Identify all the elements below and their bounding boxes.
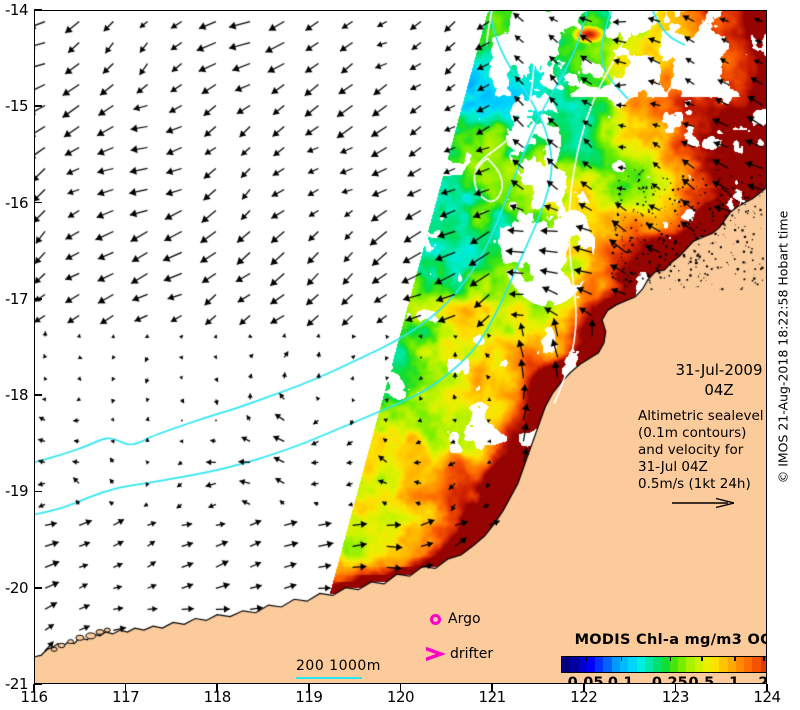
- colorbar-swatch: [719, 657, 728, 672]
- colorbar-swatch: [735, 657, 745, 672]
- colorbar-tick-label: 1: [729, 675, 740, 684]
- map-plot-area[interactable]: 31-Jul-2009 04Z Altimetric sealevel (0.1…: [34, 10, 767, 684]
- colorbar-gradient: [561, 656, 767, 673]
- bathymetry-key-label: 200 1000m: [296, 658, 381, 674]
- colorbar-swatch: [711, 657, 720, 672]
- x-axis-tick: [308, 684, 310, 692]
- x-axis-tick: [33, 684, 35, 692]
- x-axis-tick-label: 124: [753, 688, 781, 706]
- y-axis-tick-label: -14: [5, 1, 29, 19]
- x-axis-tick: [399, 684, 402, 692]
- y-axis-tick-label: -19: [5, 482, 29, 501]
- reference-velocity-arrow-icon: [672, 497, 734, 509]
- x-axis-tick-label: 118: [203, 688, 232, 706]
- y-axis-tick: [34, 490, 42, 493]
- y-axis-tick-label: -15: [5, 97, 29, 116]
- x-axis-tick-label: 123: [661, 688, 690, 706]
- colorbar-tick: [669, 656, 672, 661]
- annotation-date: 31-Jul-2009 04Z: [634, 360, 767, 400]
- colorbar-tick-label: 2: [758, 675, 767, 684]
- legend-drifter-label: drifter: [450, 646, 494, 662]
- colorbar-tick: [620, 656, 623, 661]
- y-axis-tick: [34, 586, 42, 589]
- colorbar-swatch: [562, 657, 571, 672]
- drifter-arrow-icon: [426, 646, 446, 662]
- annotation-body-line1: Altimetric sealevel: [638, 408, 764, 424]
- colorbar-swatch: [570, 657, 579, 672]
- colorbar-swatch: [611, 657, 620, 672]
- colorbar-swatch: [653, 657, 662, 672]
- y-axis-tick-label: -21: [5, 675, 29, 693]
- x-axis-tick-label: 116: [20, 688, 48, 706]
- colorbar-tick: [734, 656, 736, 661]
- annotation-body-line4: 31-Jul 04Z: [638, 459, 708, 475]
- y-axis-tick: [34, 105, 42, 108]
- colorbar-swatch: [760, 657, 767, 672]
- credit-text: © IMOS 21-Aug-2018 18:22:58 Hobart time: [772, 10, 794, 684]
- x-axis-tick: [766, 684, 768, 692]
- y-axis-tick-label: -20: [5, 578, 29, 597]
- colorbar-swatch: [619, 657, 629, 672]
- colorbar-swatch: [744, 657, 753, 672]
- x-axis-tick-label: 121: [478, 688, 507, 706]
- annotation-date-line2: 04Z: [704, 381, 734, 399]
- x-axis-tick-label: 119: [295, 688, 323, 706]
- x-axis-tick: [216, 684, 219, 692]
- colorbar-swatch: [578, 657, 587, 672]
- colorbar-tick-label: 0.1: [607, 675, 634, 684]
- annotation-body-line5: 0.5m/s (1kt 24h): [638, 476, 751, 492]
- legend-argo: Argo: [430, 611, 481, 627]
- bathymetry-key-line: [296, 677, 362, 679]
- colorbar-tick: [585, 656, 587, 661]
- y-axis-tick: [34, 9, 42, 11]
- colorbar-swatch: [669, 657, 678, 672]
- x-axis-tick-label: 117: [112, 688, 140, 706]
- colorbar-tick: [763, 656, 765, 661]
- colorbar-swatch: [661, 657, 670, 672]
- x-axis-tick: [582, 684, 585, 692]
- colorbar-swatch: [694, 657, 703, 672]
- y-axis-tick: [34, 683, 42, 685]
- colorbar-swatch: [702, 657, 712, 672]
- colorbar-title: MODIS Chl-a mg/m3 OC3: [574, 632, 767, 648]
- annotation-body-line2: (0.1m contours): [638, 425, 747, 441]
- colorbar-swatch: [677, 657, 687, 672]
- annotation-body-line3: and velocity for: [638, 442, 744, 458]
- x-axis-tick-label: 120: [386, 688, 415, 706]
- colorbar-swatch: [595, 657, 604, 672]
- y-axis-tick: [34, 298, 42, 300]
- colorbar-swatch: [686, 657, 695, 672]
- x-axis-tick: [124, 684, 127, 692]
- colorbar-tick: [701, 656, 703, 661]
- y-axis-tick: [34, 201, 42, 204]
- y-axis-tick-label: -17: [5, 289, 29, 308]
- legend-drifter: drifter: [426, 646, 493, 662]
- colorbar-tick-label: 0.05: [567, 675, 604, 684]
- x-axis-tick: [491, 684, 493, 692]
- annotation-body: Altimetric sealevel (0.1m contours) and …: [638, 408, 767, 493]
- colorbar-tick-label: 0.25: [651, 675, 688, 684]
- colorbar-swatch: [628, 657, 637, 672]
- y-axis-tick-label: -16: [5, 193, 29, 212]
- colorbar-tick-label: 0.5: [688, 675, 715, 684]
- argo-circle-icon: [430, 613, 441, 625]
- y-axis-tick-label: -18: [5, 386, 29, 405]
- colorbar-swatch: [644, 657, 654, 672]
- x-axis-tick: [674, 684, 677, 692]
- colorbar-swatch: [636, 657, 645, 672]
- colorbar-swatch: [603, 657, 612, 672]
- credit-label: © IMOS 21-Aug-2018 18:22:58 Hobart time: [775, 210, 791, 484]
- colorbar-swatch: [727, 657, 736, 672]
- annotation-date-line1: 31-Jul-2009: [675, 361, 763, 379]
- y-axis-tick: [34, 394, 42, 396]
- x-axis-tick-label: 122: [570, 688, 598, 706]
- velocity-vector-layer: [34, 10, 767, 684]
- legend-argo-label: Argo: [448, 611, 481, 627]
- colorbar-swatch: [752, 657, 761, 672]
- colorbar-swatch: [586, 657, 596, 672]
